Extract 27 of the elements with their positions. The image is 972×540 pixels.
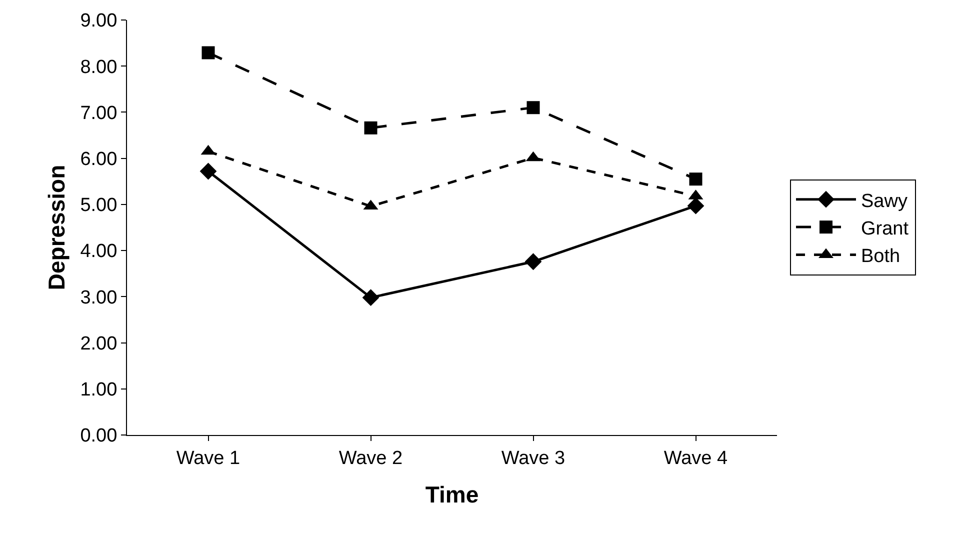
y-tick-label: 4.00 bbox=[80, 241, 118, 262]
point bbox=[202, 46, 215, 60]
point bbox=[200, 162, 217, 180]
x-axis-title: Time bbox=[425, 481, 479, 508]
legend-label: Both bbox=[861, 246, 900, 268]
x-tick-label: Wave 1 bbox=[176, 448, 240, 469]
y-tick-label: 5.00 bbox=[80, 195, 118, 216]
y-tick-label: 2.00 bbox=[80, 333, 118, 354]
x-tick-label: Wave 2 bbox=[338, 448, 403, 469]
y-tick-label: 7.00 bbox=[80, 102, 118, 124]
y-tick-label: 0.00 bbox=[80, 426, 118, 447]
legend-label: Sawy bbox=[861, 190, 908, 212]
point bbox=[526, 101, 540, 114]
x-tick-label: Wave 4 bbox=[664, 448, 728, 469]
y-axis-title: Depression bbox=[44, 164, 70, 290]
y-tick-label: 1.00 bbox=[80, 380, 118, 401]
y-tick-label: 9.00 bbox=[80, 10, 118, 32]
point bbox=[524, 253, 542, 270]
y-tick-label: 3.00 bbox=[80, 287, 118, 308]
point bbox=[689, 172, 702, 186]
point bbox=[362, 289, 380, 306]
x-tick-label: Wave 3 bbox=[501, 448, 566, 469]
y-tick-label: 8.00 bbox=[80, 56, 118, 78]
legend-label: Grant bbox=[861, 218, 910, 240]
y-tick-label: 6.00 bbox=[80, 148, 118, 170]
point bbox=[687, 197, 704, 214]
point bbox=[364, 121, 378, 134]
